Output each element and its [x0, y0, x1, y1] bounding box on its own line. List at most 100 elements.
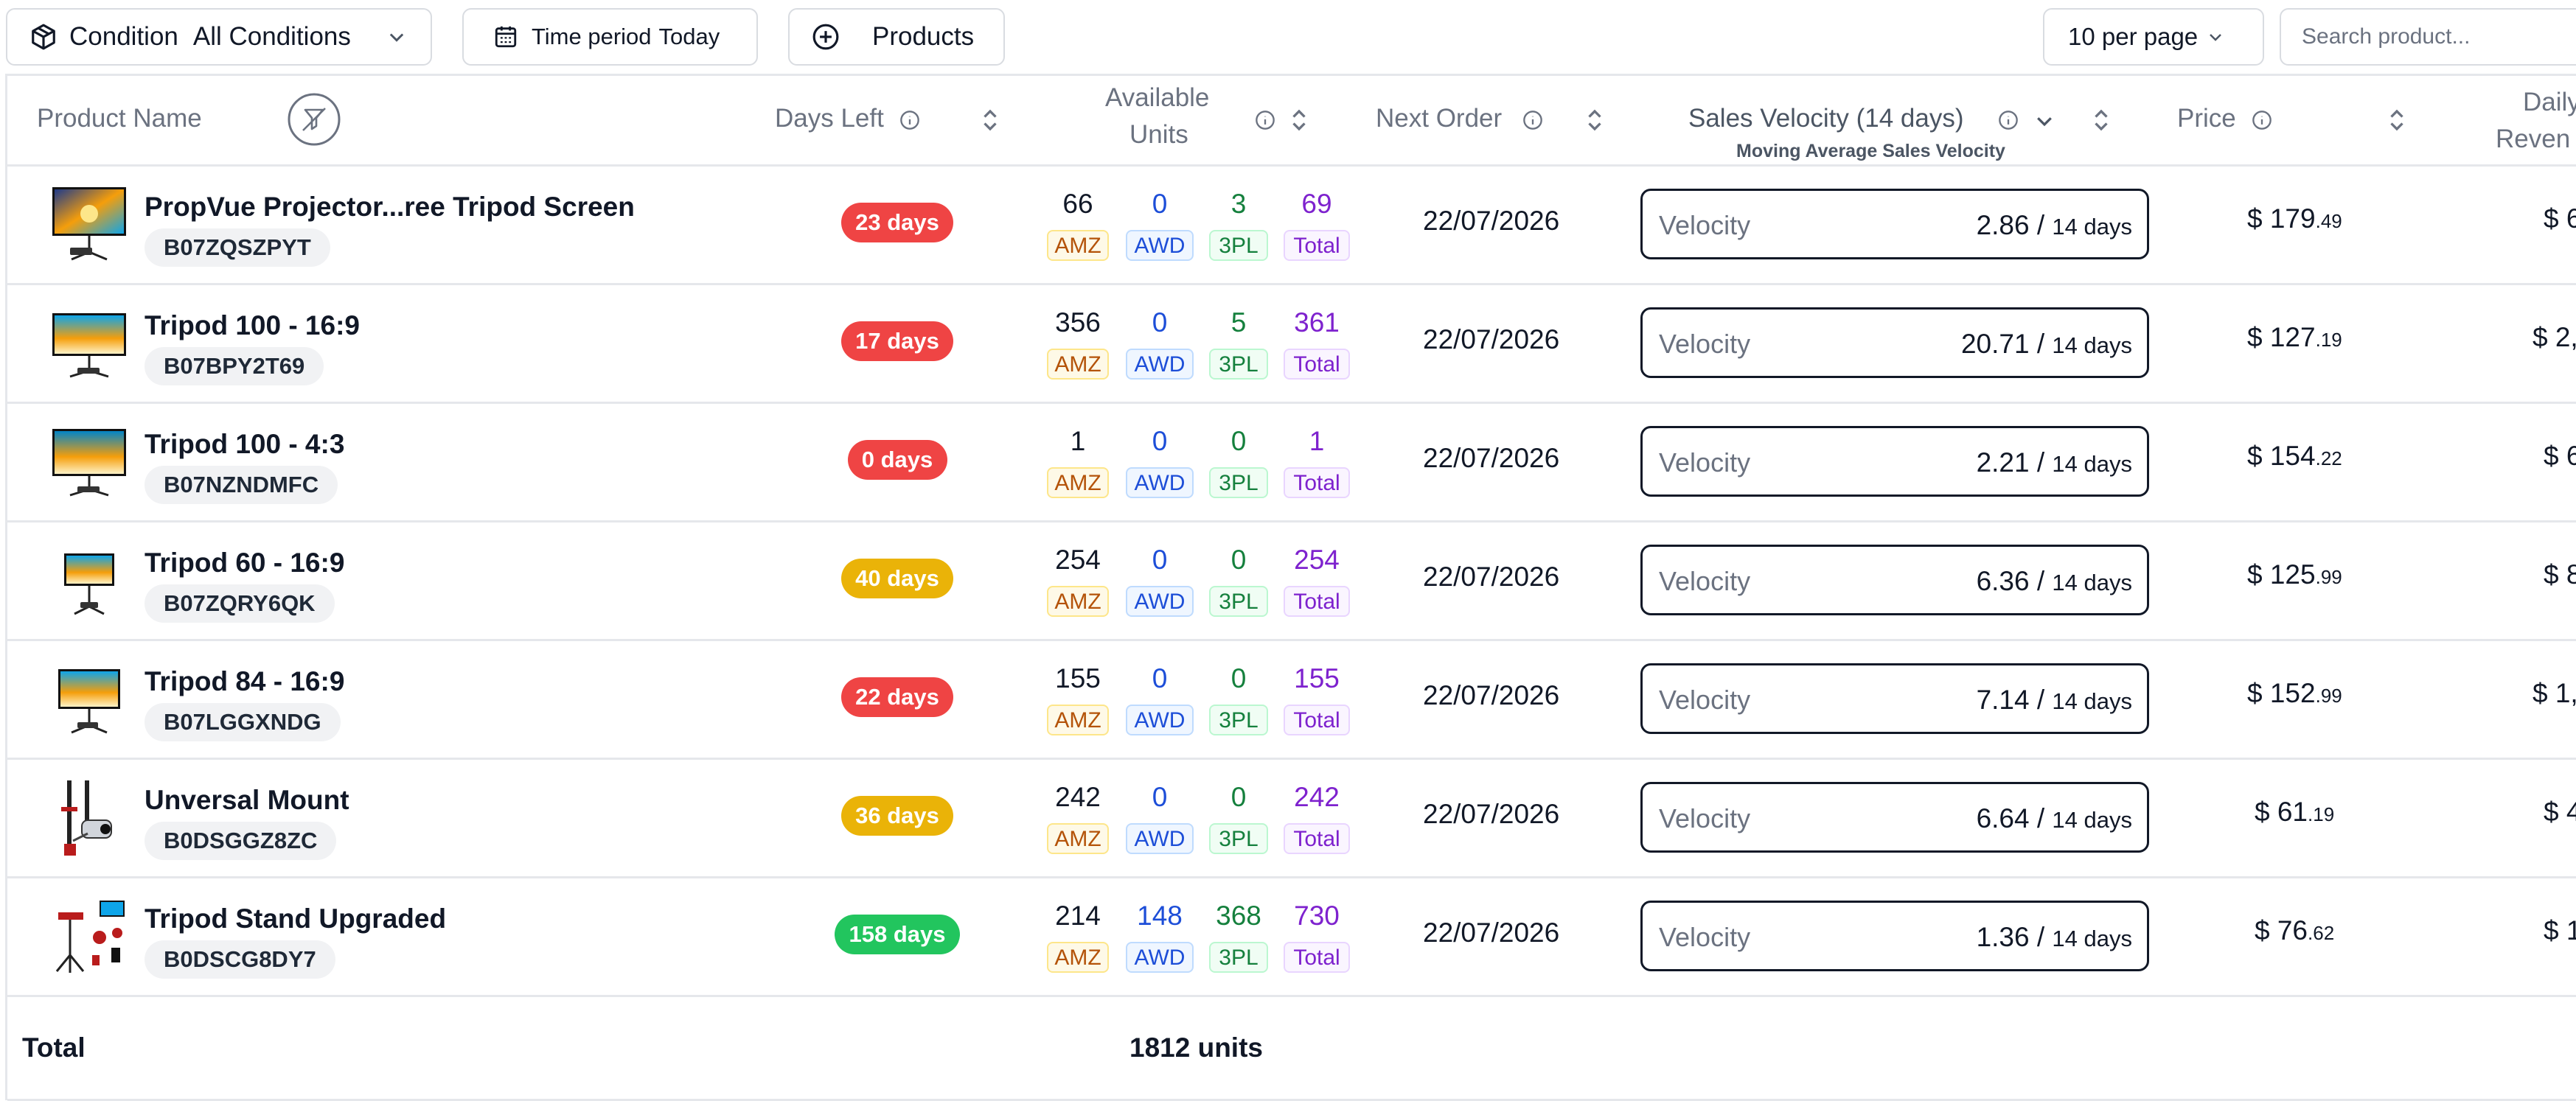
table-row[interactable]: Tripod 100 - 16:9 B07BPY2T69 17 days 356 AMZ… [7, 285, 2576, 404]
price-value: $ 61.19 [2255, 797, 2334, 828]
header-next-order[interactable]: Next Order [1376, 104, 1503, 133]
units-awd-value: 0 [1152, 307, 1168, 338]
units-total-value: 69 [1301, 189, 1332, 219]
info-icon [1256, 111, 1275, 130]
next-order-date: 22/07/2026 [1423, 443, 1560, 473]
velocity-value: 2.21 / 14 days [1976, 447, 2132, 478]
info-icon [2252, 111, 2272, 130]
units-tpl-tag: 3PL [1209, 823, 1268, 854]
product-image [48, 896, 130, 976]
header-sales-velocity[interactable]: Sales Velocity (14 days) [1688, 104, 1964, 133]
units-amz-value: 356 [1055, 307, 1101, 338]
next-order-date: 22/07/2026 [1423, 324, 1560, 354]
chevron-down-icon[interactable] [2033, 110, 2055, 132]
units-total-value: 1 [1309, 426, 1325, 456]
table-row[interactable]: Tripod 100 - 4:3 B07NZNDMFC 0 days 1 AMZ 0 AWD… [7, 404, 2576, 522]
header-days-left[interactable]: Days Left [775, 104, 884, 133]
units-tpl-value: 368 [1216, 901, 1261, 931]
units-tpl-tag: 3PL [1209, 230, 1268, 261]
product-name[interactable]: Tripod 84 - 16:9 [145, 666, 345, 696]
header-available-units-line1[interactable]: Available [1105, 83, 1210, 112]
velocity-input[interactable]: Velocity 7.14 / 14 days [1640, 663, 2149, 734]
header-price[interactable]: Price [2177, 104, 2236, 133]
search-input[interactable] [2280, 8, 2576, 66]
table-row[interactable]: Tripod Stand Upgraded B0DSCG8DY7 158 days 2… [7, 878, 2576, 997]
product-name[interactable]: Tripod Stand Upgraded [145, 903, 447, 934]
units-amz-tag: AMZ [1047, 705, 1109, 735]
velocity-value: 7.14 / 14 days [1976, 685, 2132, 715]
velocity-input[interactable]: Velocity 2.86 / 14 days [1640, 189, 2149, 259]
price-main: $ 154 [2247, 441, 2316, 471]
units-total-value: 730 [1294, 901, 1340, 931]
velocity-input[interactable]: Velocity 20.71 / 14 days [1640, 307, 2149, 378]
next-order-date: 22/07/2026 [1423, 206, 1560, 236]
sort-icon[interactable] [1584, 107, 1606, 133]
product-sku-badge: B0DSGGZ8ZC [145, 822, 337, 860]
velocity-period: 14 days [2052, 332, 2132, 358]
velocity-input[interactable]: Velocity 1.36 / 14 days [1640, 901, 2149, 971]
velocity-number: 2.86 [1976, 210, 2030, 240]
velocity-period: 14 days [2052, 688, 2132, 714]
per-page-value: 10 per page [2068, 23, 2199, 50]
per-page-select[interactable]: 10 per page [2043, 8, 2264, 66]
units-tpl-value: 0 [1230, 782, 1247, 812]
products-filter-button[interactable]: Products [788, 8, 1005, 66]
products-label: Products [872, 22, 975, 51]
header-daily-revenue-line1[interactable]: Daily [2523, 88, 2576, 116]
plus-circle-icon [812, 24, 839, 50]
daily-revenue-value: $ 4 [2544, 797, 2576, 827]
price-cents: .99 [2315, 685, 2342, 707]
time-period-button[interactable]: Time period Today [462, 8, 758, 66]
product-name[interactable]: Unversal Mount [145, 785, 349, 815]
total-label: Total [22, 1032, 86, 1063]
product-sku-badge: B07BPY2T69 [145, 347, 324, 385]
daily-revenue-value: $ 6 [2544, 441, 2576, 471]
table-row[interactable]: PropVue Projector...ree Tripod Screen B07… [7, 167, 2576, 285]
condition-filter-button[interactable]: Condition All Conditions [6, 8, 432, 66]
units-total-tag: Total [1284, 230, 1350, 261]
product-name[interactable]: Tripod 100 - 16:9 [145, 310, 360, 340]
sort-icon[interactable] [1288, 107, 1310, 133]
product-sku-badge: B07NZNDMFC [145, 466, 338, 504]
product-image [48, 540, 130, 620]
units-awd-value: 0 [1152, 189, 1168, 219]
next-order-date: 22/07/2026 [1423, 680, 1560, 710]
product-sku-badge: B07ZQSZPYT [145, 228, 330, 267]
units-awd-tag: AWD [1126, 349, 1194, 380]
product-name[interactable]: PropVue Projector...ree Tripod Screen [145, 192, 635, 222]
units-amz-tag: AMZ [1047, 230, 1109, 261]
units-amz-value: 66 [1062, 189, 1093, 219]
units-tpl-tag: 3PL [1209, 942, 1268, 973]
price-cents: .99 [2315, 566, 2342, 588]
product-sku-badge: B0DSCG8DY7 [145, 940, 335, 979]
units-awd-tag: AWD [1126, 823, 1194, 854]
sort-icon[interactable] [2090, 107, 2112, 133]
velocity-input[interactable]: Velocity 6.36 / 14 days [1640, 545, 2149, 615]
velocity-input[interactable]: Velocity 6.64 / 14 days [1640, 782, 2149, 853]
sort-icon[interactable] [2386, 107, 2408, 133]
price-value: $ 152.99 [2247, 678, 2342, 709]
units-total-tag: Total [1284, 705, 1350, 735]
table-row[interactable]: Unversal Mount B0DSGGZ8ZC 36 days 242 AMZ 0 AW… [7, 760, 2576, 878]
sort-icon[interactable] [979, 107, 1001, 133]
next-order-date: 22/07/2026 [1423, 917, 1560, 948]
header-product-name[interactable]: Product Name [37, 104, 202, 133]
velocity-label: Velocity [1659, 803, 1751, 833]
product-name[interactable]: Tripod 60 - 16:9 [145, 548, 345, 578]
table-row[interactable]: Tripod 84 - 16:9 B07LGGXNDG 22 days 155 AMZ 0… [7, 641, 2576, 760]
velocity-value: 1.36 / 14 days [1976, 922, 2132, 952]
units-total-tag: Total [1284, 823, 1350, 854]
header-daily-revenue-line2[interactable]: Reven [2496, 125, 2571, 153]
units-amz-tag: AMZ [1047, 467, 1109, 498]
velocity-period: 14 days [2052, 451, 2132, 477]
days-left-badge: 23 days [840, 203, 954, 242]
hide-filter-icon[interactable] [287, 92, 341, 147]
table-row[interactable]: Tripod 60 - 16:9 B07ZQRY6QK 40 days 254 AMZ 0… [7, 522, 2576, 641]
product-name[interactable]: Tripod 100 - 4:3 [145, 429, 345, 459]
velocity-input[interactable]: Velocity 2.21 / 14 days [1640, 426, 2149, 497]
info-icon [900, 111, 919, 130]
header-available-units-line2[interactable]: Units [1129, 120, 1188, 149]
table-footer-total: Total 1812 units [7, 996, 2576, 1101]
chevron-down-icon [2210, 34, 2222, 41]
units-amz-tag: AMZ [1047, 349, 1109, 380]
